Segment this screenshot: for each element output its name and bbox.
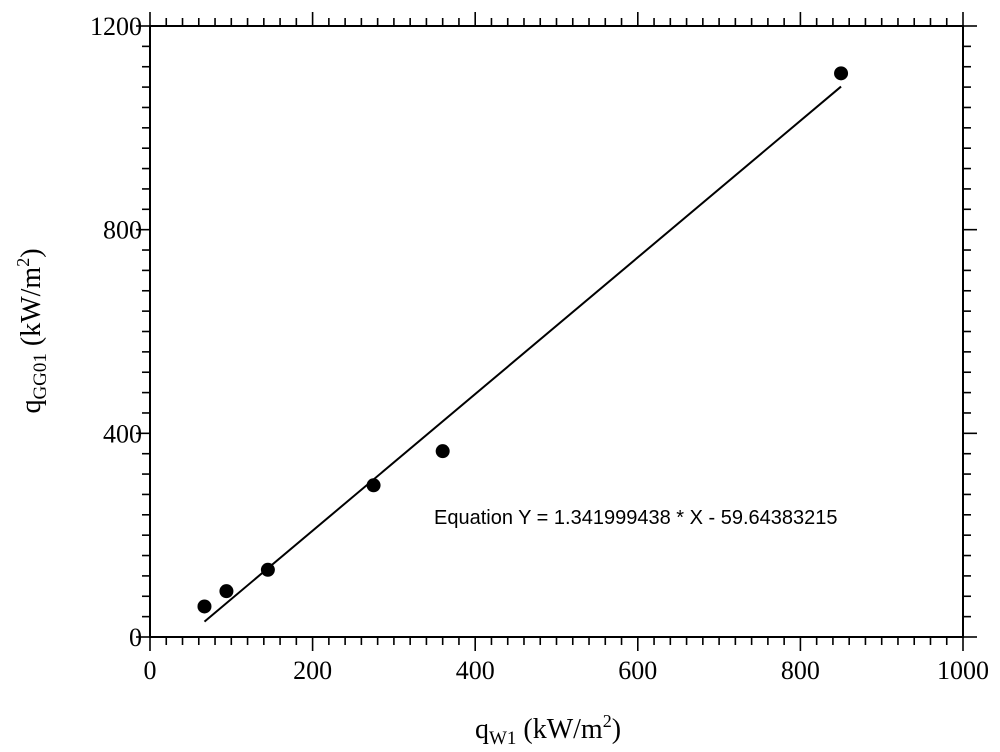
x-axis-title: qW1 (kW/m2) — [475, 711, 621, 749]
x-axis-title-unit: (kW/m — [516, 714, 603, 745]
y-tick-label: 800 — [103, 216, 142, 245]
data-point — [197, 599, 212, 614]
y-tick-label: 1200 — [90, 12, 142, 41]
x-tick-label: 600 — [618, 656, 657, 685]
y-tick-label: 400 — [103, 419, 142, 448]
x-tick-label: 800 — [781, 656, 820, 685]
x-axis-title-close: ) — [612, 714, 621, 745]
fit-line-series — [203, 85, 842, 623]
axis-ticks — [136, 12, 977, 651]
data-point — [834, 66, 849, 81]
x-tick-label: 0 — [144, 656, 157, 685]
y-axis-title: qGG01 (kW/m2) — [13, 248, 51, 413]
data-point — [366, 478, 381, 493]
y-tick-label: 0 — [129, 623, 142, 652]
y-axis-title-unit: (kW/m — [16, 267, 47, 354]
plot-frame — [149, 25, 964, 638]
x-axis-title-subscript: W1 — [489, 728, 516, 749]
data-point — [260, 562, 275, 577]
y-tick-labels: 0 400 800 1200 — [90, 12, 142, 652]
data-points — [197, 66, 849, 614]
equation-annotation: Equation Y = 1.341999438 * X - 59.643832… — [434, 507, 838, 529]
data-point — [219, 584, 234, 599]
x-axis-title-superscript: 2 — [603, 711, 612, 731]
y-axis-title-main: q — [16, 400, 47, 414]
x-tick-label: 400 — [456, 656, 495, 685]
y-axis-title-superscript: 2 — [13, 258, 33, 267]
y-axis-title-subscript: GG01 — [30, 353, 51, 399]
regression-line — [203, 85, 842, 623]
plot-border — [149, 25, 964, 638]
x-tick-label: 200 — [293, 656, 332, 685]
y-axis-title-close: ) — [16, 248, 47, 257]
x-axis-title-main: q — [475, 714, 489, 745]
x-tick-label: 1000 — [937, 656, 989, 685]
x-tick-labels: 0 200 400 600 800 1000 — [144, 656, 990, 685]
data-point — [435, 444, 450, 459]
